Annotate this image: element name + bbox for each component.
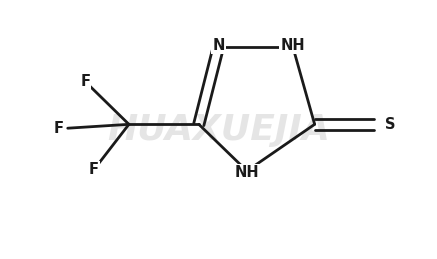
Text: NH: NH — [281, 38, 305, 53]
Text: F: F — [89, 162, 99, 177]
Text: S: S — [385, 117, 395, 132]
Text: NH: NH — [235, 165, 259, 180]
Text: F: F — [53, 121, 63, 136]
Text: F: F — [80, 74, 90, 89]
Text: N: N — [212, 38, 225, 53]
Text: HUAXUEJIA: HUAXUEJIA — [107, 112, 330, 147]
